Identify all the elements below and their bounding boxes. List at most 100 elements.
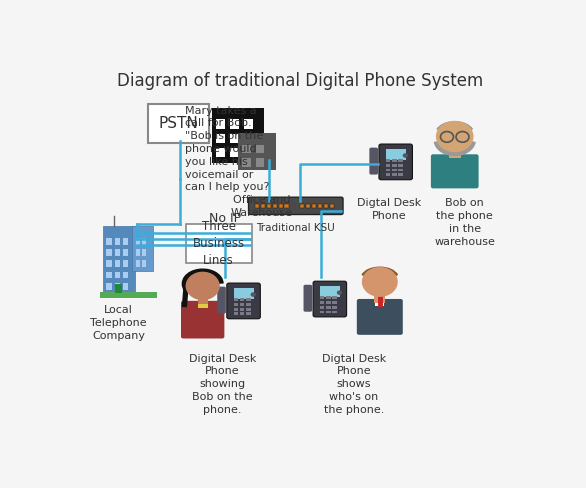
Bar xyxy=(246,298,251,301)
Bar xyxy=(246,303,251,305)
Circle shape xyxy=(363,267,397,296)
Bar xyxy=(246,312,251,315)
Bar xyxy=(142,249,146,256)
Bar xyxy=(332,310,337,313)
FancyBboxPatch shape xyxy=(217,286,226,314)
Bar xyxy=(386,164,390,167)
Bar xyxy=(243,145,251,153)
Bar xyxy=(101,292,157,298)
FancyBboxPatch shape xyxy=(357,299,403,335)
Bar xyxy=(230,134,239,143)
Text: Diagram of traditional Digital Phone System: Diagram of traditional Digital Phone Sys… xyxy=(117,72,483,90)
Bar xyxy=(240,298,244,301)
FancyBboxPatch shape xyxy=(227,283,260,319)
Text: Local
Telephone
Company: Local Telephone Company xyxy=(90,305,147,341)
Bar xyxy=(122,260,128,267)
Bar xyxy=(234,307,238,310)
Bar xyxy=(320,286,340,298)
Bar xyxy=(234,298,238,301)
Bar xyxy=(332,296,337,299)
Bar xyxy=(284,204,288,208)
Bar xyxy=(278,204,282,208)
Bar xyxy=(122,249,128,256)
Bar xyxy=(332,301,337,304)
Text: No IP: No IP xyxy=(209,212,241,225)
Bar xyxy=(320,306,325,308)
Bar xyxy=(326,301,331,304)
Bar xyxy=(243,158,251,166)
Bar xyxy=(107,272,112,278)
FancyBboxPatch shape xyxy=(186,224,252,264)
Bar xyxy=(324,204,328,208)
Bar xyxy=(318,204,322,208)
Bar xyxy=(398,173,403,176)
Bar xyxy=(216,148,226,157)
Bar xyxy=(306,204,311,208)
Text: Traditional KSU: Traditional KSU xyxy=(257,223,335,233)
Circle shape xyxy=(186,272,219,300)
Bar xyxy=(326,296,331,299)
Bar xyxy=(449,151,461,158)
Bar xyxy=(320,296,325,299)
Text: PSTN: PSTN xyxy=(159,116,199,131)
Circle shape xyxy=(251,293,255,296)
FancyBboxPatch shape xyxy=(148,103,210,143)
Bar xyxy=(244,148,253,157)
FancyBboxPatch shape xyxy=(369,147,378,175)
Bar xyxy=(267,204,271,208)
Bar xyxy=(115,283,120,290)
Text: Digtal Desk
Phone
shows
who's on
the phone.: Digtal Desk Phone shows who's on the pho… xyxy=(322,353,386,415)
Bar xyxy=(115,260,120,267)
Bar xyxy=(240,312,244,315)
Text: Three
Business
Lines: Three Business Lines xyxy=(193,220,244,267)
Bar xyxy=(386,173,390,176)
FancyBboxPatch shape xyxy=(132,226,153,271)
Bar xyxy=(240,307,244,310)
Text: Mary takes a
call for Bob.
"Bob is on the
phone would
you like his
voicemail or
: Mary takes a call for Bob. "Bob is on th… xyxy=(185,105,269,192)
Circle shape xyxy=(338,291,342,294)
Bar xyxy=(326,306,331,308)
Bar xyxy=(240,303,244,305)
Bar xyxy=(107,238,112,244)
Bar xyxy=(330,204,334,208)
Circle shape xyxy=(403,154,407,157)
Bar xyxy=(136,238,140,244)
Text: Digital Desk
Phone
showing
Bob on the
phone.: Digital Desk Phone showing Bob on the ph… xyxy=(189,353,256,415)
Bar xyxy=(300,204,304,208)
FancyBboxPatch shape xyxy=(103,226,135,293)
Bar xyxy=(115,238,120,244)
Bar xyxy=(256,158,264,166)
Bar xyxy=(234,303,238,305)
Bar xyxy=(234,312,238,315)
Bar xyxy=(256,145,264,153)
Bar xyxy=(386,149,406,160)
Bar xyxy=(312,204,316,208)
Text: Office and
Warehouse: Office and Warehouse xyxy=(231,195,293,218)
Text: Bob on
the phone
in the
warehouse: Bob on the phone in the warehouse xyxy=(434,198,495,247)
Bar xyxy=(398,168,403,171)
Bar xyxy=(233,288,254,299)
Bar xyxy=(272,204,277,208)
Bar xyxy=(320,310,325,313)
Bar xyxy=(374,295,386,303)
Bar xyxy=(386,168,390,171)
Bar xyxy=(136,249,140,256)
Bar xyxy=(230,148,239,157)
Bar xyxy=(197,298,208,305)
Bar xyxy=(216,119,226,129)
Bar xyxy=(392,164,397,167)
Bar xyxy=(122,272,128,278)
Bar xyxy=(238,133,277,170)
Bar xyxy=(320,301,325,304)
Bar xyxy=(244,134,253,143)
Bar xyxy=(255,204,259,208)
FancyBboxPatch shape xyxy=(379,144,413,180)
Bar xyxy=(142,260,146,267)
FancyBboxPatch shape xyxy=(431,154,479,188)
Bar xyxy=(122,283,128,290)
Bar xyxy=(246,307,251,310)
Bar xyxy=(398,159,403,162)
Bar xyxy=(115,272,120,278)
Bar xyxy=(376,295,384,306)
Bar xyxy=(332,306,337,308)
